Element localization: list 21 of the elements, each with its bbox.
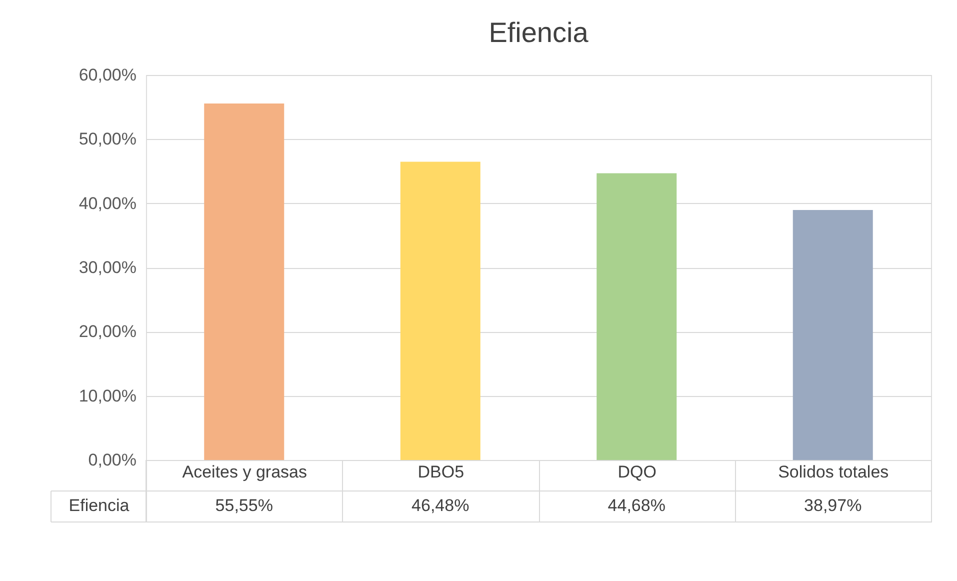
y-tick-label: 50,00% (78, 130, 136, 149)
x-tick-label: DQO (618, 462, 656, 482)
chart-title: Efiencia (488, 17, 589, 48)
data-label: 55,55% (215, 496, 273, 515)
y-tick-label: 30,00% (78, 258, 136, 277)
bar (204, 104, 284, 460)
y-tick-label: 20,00% (78, 322, 136, 342)
y-tick-label: 0,00% (88, 450, 136, 470)
bar (596, 173, 677, 460)
data-label: 44,68% (608, 496, 666, 515)
x-tick-label: DBO5 (418, 462, 464, 482)
data-label: 46,48% (412, 496, 470, 515)
x-tick-label: Solidos totales (778, 462, 889, 482)
y-tick-label: 60,00% (78, 66, 136, 84)
x-tick-label: Aceites y grasas (182, 462, 307, 482)
bar (792, 210, 873, 460)
data-label: 38,97% (804, 496, 862, 515)
y-tick-label: 10,00% (78, 386, 136, 406)
y-tick-label: 40,00% (78, 194, 136, 213)
bar (400, 162, 480, 460)
text: Efiencia (68, 496, 130, 515)
